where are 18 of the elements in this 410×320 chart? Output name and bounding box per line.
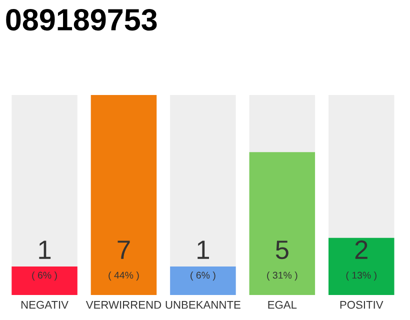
data-label: 5	[276, 240, 288, 260]
annotation: ( 6% )	[190, 272, 216, 281]
chart-title: 089189753	[6, 8, 157, 31]
x-tick-label: POSITIV	[340, 300, 384, 309]
annotation: ( 44% )	[108, 272, 139, 281]
data-label: 1	[198, 240, 209, 259]
bar	[12, 266, 78, 296]
data-label: 7	[118, 240, 130, 259]
data-label: 1	[39, 240, 51, 259]
x-tick-label: UNBEKANNTE	[166, 301, 240, 309]
annotation: ( 6% )	[32, 272, 57, 281]
annotation: ( 13% )	[346, 272, 376, 281]
data-label: 2	[355, 240, 368, 259]
x-tick-label: NEGATIV	[21, 300, 68, 309]
bar	[170, 266, 236, 296]
x-tick-label: VERWIRREND	[86, 301, 162, 309]
annotation: ( 31% )	[267, 272, 298, 281]
x-tick-label: EGAL	[268, 300, 297, 309]
